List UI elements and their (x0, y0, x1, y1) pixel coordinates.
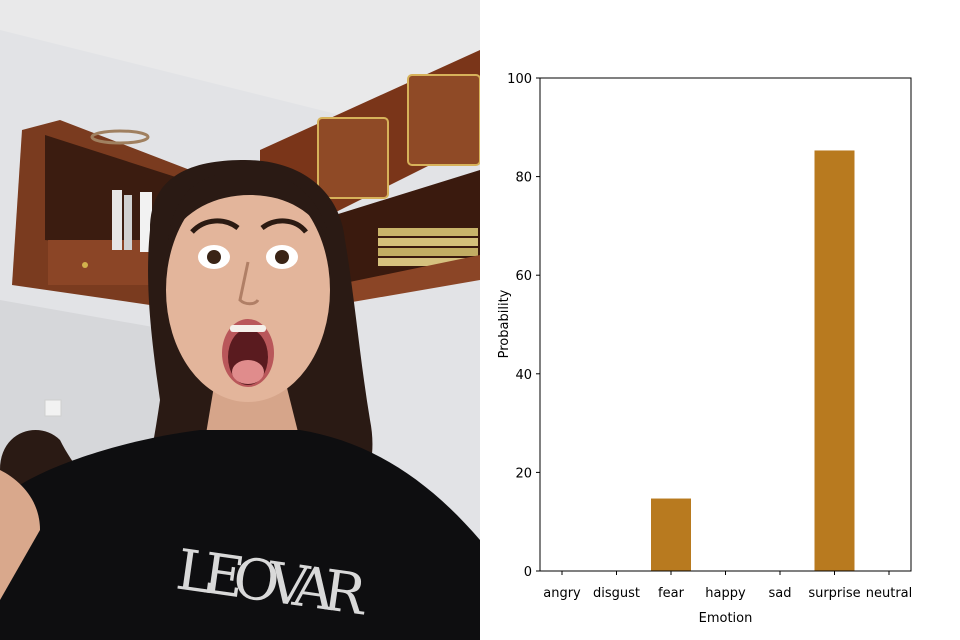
y-tick-label-60: 60 (515, 269, 532, 284)
black-tshirt (0, 430, 480, 640)
x-tick-label-happy: happy (705, 586, 746, 601)
face (166, 178, 330, 402)
y-tick-label-100: 100 (507, 72, 532, 87)
nose (238, 261, 260, 306)
hair-fringe (168, 171, 330, 240)
x-axis-label: Emotion (699, 611, 753, 626)
left-cabinet (12, 120, 190, 305)
x-tick-label-sad: sad (769, 586, 792, 601)
arm (0, 470, 40, 600)
emotion-bar-chart: 0 20 40 60 80 100 angry disgust fear happy sad sur… (497, 72, 912, 626)
y-tick-label-20: 20 (515, 466, 532, 481)
face-photo: LEOVAR (0, 0, 480, 640)
bar-surprise (814, 150, 855, 571)
y-tick-label-0: 0 (524, 565, 532, 580)
bars-group (651, 150, 855, 571)
plot-frame (539, 77, 912, 572)
y-axis-label: Probability (497, 289, 512, 358)
light-switch (44, 399, 62, 417)
right-eyebrow (260, 218, 308, 234)
y-tick-label-80: 80 (515, 171, 532, 186)
bar-fear (651, 498, 691, 571)
x-axis-ticks: angry disgust fear happy sad surprise neutral (543, 571, 912, 601)
tongue (232, 360, 264, 384)
y-axis-ticks: 0 20 40 60 80 100 (507, 72, 540, 580)
x-tick-label-fear: fear (658, 586, 685, 601)
x-tick-label-disgust: disgust (593, 586, 640, 601)
x-tick-label-surprise: surprise (808, 586, 860, 601)
y-tick-label-40: 40 (515, 368, 532, 383)
left-eyebrow (190, 218, 240, 234)
x-tick-label-neutral: neutral (866, 586, 913, 601)
x-tick-label-angry: angry (543, 586, 581, 601)
right-cabinet (260, 50, 480, 305)
